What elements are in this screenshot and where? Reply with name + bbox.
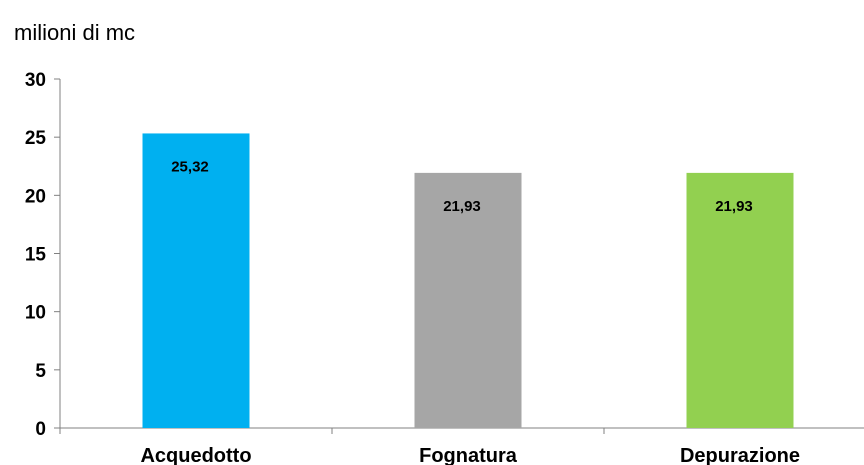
bar-fognatura — [414, 172, 522, 428]
y-tick-label: 30 — [25, 70, 46, 91]
y-tick-label: 10 — [25, 303, 46, 324]
y-axis: 0 5 10 15 20 25 30 — [25, 70, 61, 440]
y-tick-label: 15 — [25, 245, 47, 266]
data-labels: 25,32 21,93 21,93 — [171, 158, 753, 214]
unit-label: milioni di mc — [14, 20, 135, 45]
x-tick-label-acquedotto: Acquedotto — [140, 445, 251, 465]
y-tick-label: 0 — [35, 419, 46, 440]
data-label-depurazione: 21,93 — [715, 198, 753, 215]
x-tick-label-depurazione: Depurazione — [680, 445, 800, 465]
x-tick-labels: Acquedotto Fognatura Depurazione — [140, 445, 800, 465]
x-axis — [59, 427, 864, 434]
data-label-acquedotto: 25,32 — [171, 158, 209, 175]
x-tick-label-fognatura: Fognatura — [419, 445, 518, 465]
bar-acquedotto — [142, 133, 250, 428]
y-tick-label: 25 — [25, 128, 47, 149]
y-tick-label: 5 — [35, 361, 46, 382]
bars — [142, 133, 794, 428]
bar-depurazione — [686, 172, 794, 428]
y-tick-label: 20 — [25, 186, 46, 207]
data-label-fognatura: 21,93 — [443, 198, 481, 215]
